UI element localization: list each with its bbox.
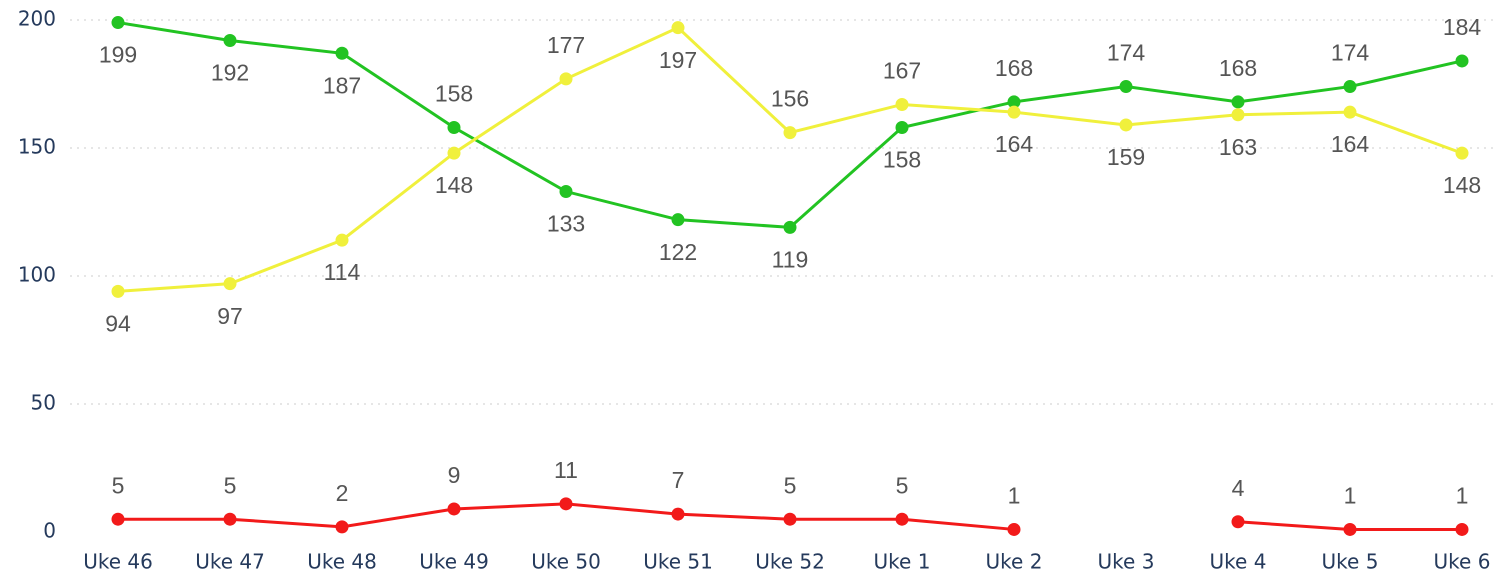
data-point bbox=[111, 16, 125, 30]
x-tick-label: Uke 3 bbox=[1098, 550, 1155, 574]
data-point bbox=[335, 520, 349, 534]
data-point bbox=[335, 46, 349, 60]
data-label: 199 bbox=[99, 42, 137, 68]
data-point bbox=[1343, 522, 1357, 536]
data-point bbox=[671, 213, 685, 227]
x-tick-label: Uke 51 bbox=[643, 550, 713, 574]
data-label: 174 bbox=[1331, 40, 1370, 66]
data-label: 177 bbox=[547, 32, 585, 58]
x-tick-label: Uke 4 bbox=[1210, 550, 1267, 574]
data-point bbox=[783, 512, 797, 526]
y-tick-label: 200 bbox=[18, 7, 56, 31]
data-point bbox=[447, 146, 461, 160]
data-point bbox=[1455, 146, 1469, 160]
y-tick-label: 0 bbox=[43, 519, 56, 543]
data-label: 168 bbox=[1219, 55, 1257, 81]
data-label: 119 bbox=[772, 246, 809, 272]
data-point bbox=[447, 121, 461, 135]
data-point bbox=[111, 512, 125, 526]
data-point bbox=[1343, 105, 1357, 119]
data-point bbox=[111, 284, 125, 298]
data-point bbox=[895, 512, 909, 526]
data-point bbox=[895, 121, 909, 135]
data-label: 1 bbox=[1008, 483, 1021, 509]
data-label: 4 bbox=[1232, 475, 1245, 501]
data-point bbox=[559, 185, 573, 199]
data-point bbox=[223, 33, 237, 47]
data-label: 5 bbox=[784, 472, 797, 498]
data-point bbox=[559, 72, 573, 86]
x-tick-label: Uke 2 bbox=[986, 550, 1043, 574]
data-label: 156 bbox=[771, 86, 809, 112]
data-label: 187 bbox=[323, 72, 361, 98]
data-point bbox=[1007, 105, 1021, 119]
data-point bbox=[1119, 80, 1133, 94]
data-label: 5 bbox=[224, 472, 237, 498]
data-label: 1 bbox=[1344, 483, 1357, 509]
data-point bbox=[1231, 95, 1245, 109]
data-label: 133 bbox=[547, 211, 585, 237]
data-point bbox=[895, 97, 909, 111]
data-point bbox=[447, 502, 461, 516]
data-label: 197 bbox=[659, 47, 697, 73]
data-label: 7 bbox=[672, 467, 685, 493]
data-label: 158 bbox=[883, 147, 921, 173]
y-tick-label: 50 bbox=[31, 391, 56, 415]
x-tick-label: Uke 52 bbox=[755, 550, 825, 574]
data-label: 174 bbox=[1107, 40, 1146, 66]
data-point bbox=[1231, 515, 1245, 529]
data-label: 167 bbox=[883, 58, 921, 84]
data-label: 168 bbox=[995, 55, 1033, 81]
data-label: 148 bbox=[435, 172, 473, 198]
data-label: 148 bbox=[1443, 172, 1481, 198]
data-label: 164 bbox=[995, 131, 1034, 157]
data-point bbox=[223, 277, 237, 291]
x-tick-label: Uke 46 bbox=[83, 550, 153, 574]
data-label: 94 bbox=[105, 310, 131, 336]
data-label: 5 bbox=[112, 472, 125, 498]
x-tick-label: Uke 1 bbox=[874, 550, 931, 574]
data-label: 114 bbox=[324, 259, 361, 285]
data-label: 1 bbox=[1456, 483, 1469, 509]
data-point bbox=[1455, 54, 1469, 68]
data-label: 9 bbox=[448, 462, 461, 488]
data-label: 2 bbox=[336, 480, 349, 506]
data-point bbox=[335, 233, 349, 247]
data-point bbox=[1007, 522, 1021, 536]
data-point bbox=[671, 21, 685, 35]
data-point bbox=[1455, 522, 1469, 536]
data-point bbox=[1343, 80, 1357, 94]
y-tick-label: 150 bbox=[18, 135, 56, 159]
x-tick-label: Uke 47 bbox=[195, 550, 265, 574]
x-tick-label: Uke 50 bbox=[531, 550, 601, 574]
data-label: 158 bbox=[435, 81, 473, 107]
x-tick-label: Uke 48 bbox=[307, 550, 377, 574]
x-tick-label: Uke 6 bbox=[1434, 550, 1491, 574]
data-point bbox=[223, 512, 237, 526]
data-point bbox=[783, 126, 797, 140]
y-tick-label: 100 bbox=[18, 263, 56, 287]
data-label: 192 bbox=[211, 60, 249, 86]
data-point bbox=[783, 220, 797, 234]
data-point bbox=[1007, 95, 1021, 109]
data-label: 163 bbox=[1219, 134, 1257, 160]
data-label: 184 bbox=[1443, 14, 1482, 40]
data-point bbox=[1231, 108, 1245, 122]
x-tick-label: Uke 5 bbox=[1322, 550, 1379, 574]
data-point bbox=[671, 507, 685, 521]
data-label: 159 bbox=[1107, 144, 1145, 170]
data-point bbox=[559, 497, 573, 511]
data-label: 5 bbox=[896, 472, 909, 498]
x-tick-label: Uke 49 bbox=[419, 550, 489, 574]
series-line bbox=[117, 21, 1463, 229]
data-label: 122 bbox=[659, 239, 697, 265]
data-label: 164 bbox=[1331, 131, 1370, 157]
data-point bbox=[1119, 118, 1133, 132]
data-label: 11 bbox=[554, 457, 578, 483]
data-label: 97 bbox=[217, 303, 243, 329]
